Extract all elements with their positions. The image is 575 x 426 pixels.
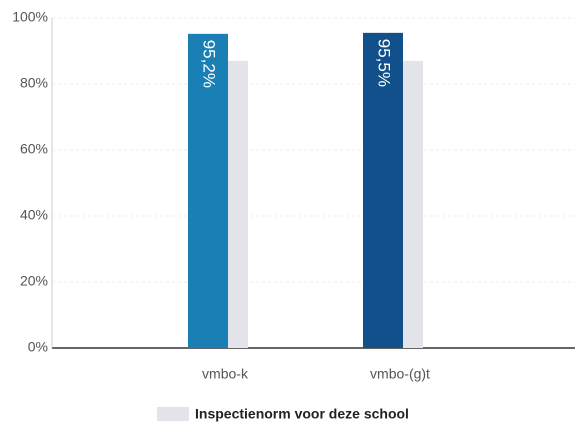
y-tick-label: 60%	[20, 141, 48, 157]
bar	[363, 32, 403, 348]
bar	[403, 60, 423, 349]
y-tick-label: 20%	[20, 273, 48, 289]
value-label: 95,5%	[375, 39, 394, 87]
bar	[188, 33, 228, 349]
bar	[228, 60, 248, 349]
x-tick-label: vmbo-(g)t	[370, 366, 430, 382]
value-label: 95,2%	[200, 40, 219, 88]
y-tick-label: 100%	[12, 9, 48, 25]
y-tick-label: 40%	[20, 207, 48, 223]
y-tick-label: 0%	[28, 339, 48, 355]
legend-swatch	[157, 407, 189, 421]
legend-label: Inspectienorm voor deze school	[195, 406, 409, 422]
y-tick-label: 80%	[20, 75, 48, 91]
x-tick-label: vmbo-k	[202, 366, 249, 382]
